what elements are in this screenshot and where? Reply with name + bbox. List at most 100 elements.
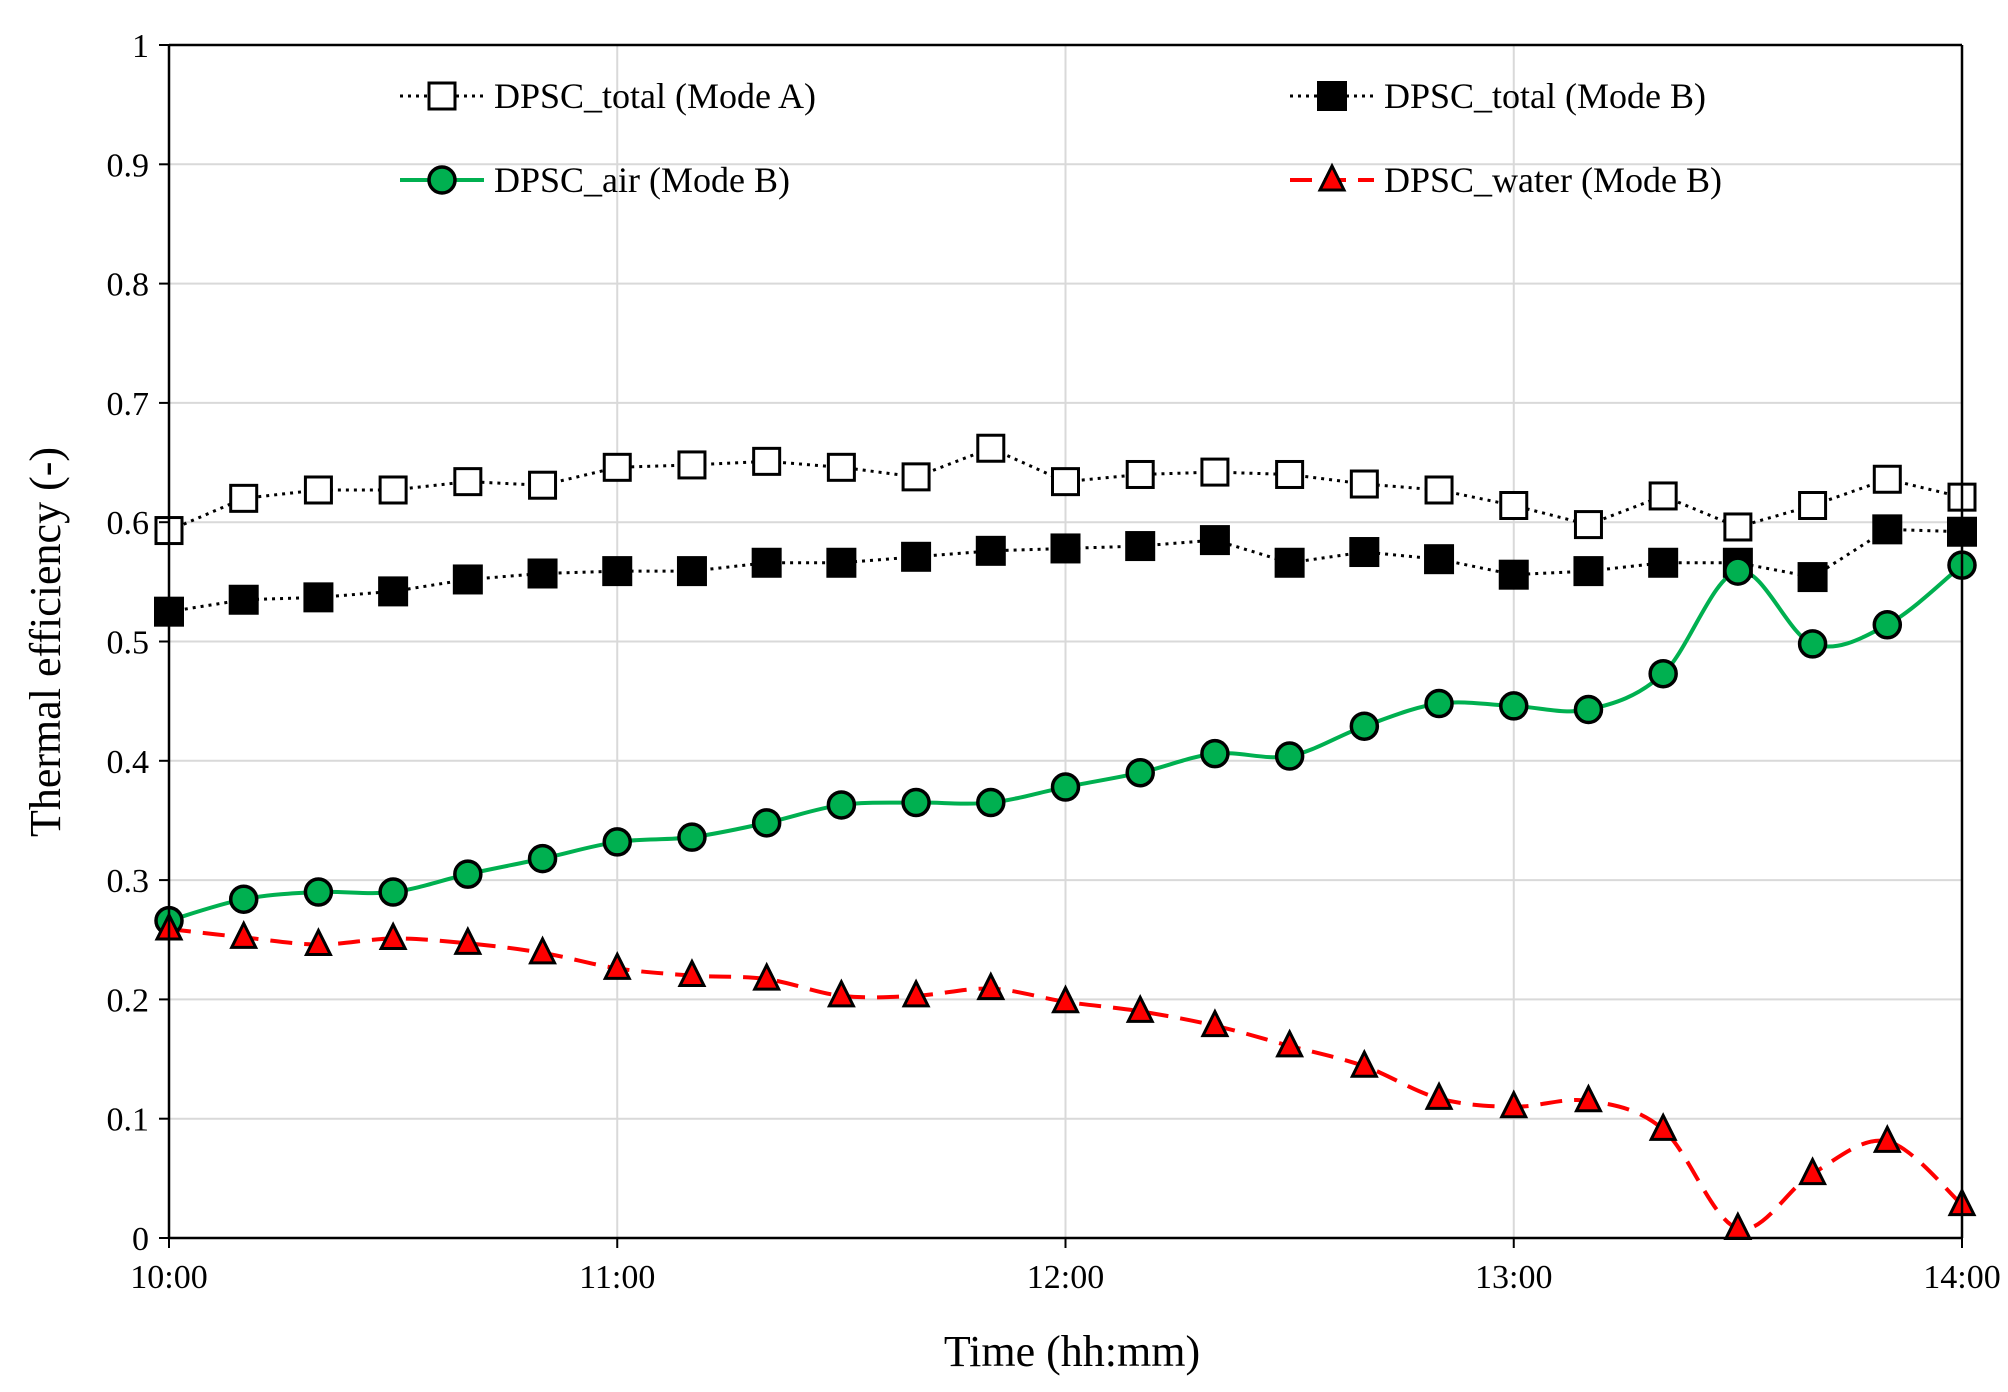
data-point-series-2: [1573, 694, 1604, 725]
y-tick-label: 1: [132, 28, 149, 65]
y-tick-label: 0.2: [107, 982, 150, 1019]
tick-labels: 0 0.1 0.2 0.3 0.4 0.5 0.6 0.7 0.8 0.9 1 10:00 11:00 1…: [107, 28, 2001, 1296]
data-point-series-1: [1050, 533, 1081, 564]
legend-label: DPSC_water (Mode B): [1384, 160, 1722, 200]
data-point-series-3: [1275, 1028, 1305, 1058]
y-tick-label: 0.4: [107, 744, 150, 781]
x-tick-label: 13:00: [1475, 1259, 1552, 1296]
data-point-series-0: [1648, 481, 1678, 511]
data-point-series-2: [1797, 629, 1828, 659]
data-point-series-2: [1274, 741, 1305, 771]
data-point-series-2: [228, 884, 259, 914]
data-point-series-2: [677, 822, 707, 852]
data-point-series-2: [1424, 688, 1454, 719]
data-point-series-1: [1125, 531, 1156, 562]
data-point-series-2: [1200, 738, 1230, 769]
data-point-series-0: [1798, 490, 1828, 520]
data-point-series-0: [1424, 475, 1454, 505]
data-point-series-0: [976, 433, 1006, 463]
data-point-series-1: [303, 582, 334, 613]
data-point-series-2: [1648, 658, 1678, 689]
legend-item-3: DPSC_water (Mode B): [1290, 160, 1722, 200]
data-point-series-3: [229, 920, 259, 949]
data-point-series-2: [1349, 711, 1380, 741]
data-point-series-3: [1200, 1008, 1230, 1038]
data-point-series-3: [1798, 1156, 1828, 1186]
data-point-series-0: [1275, 459, 1305, 489]
data-point-series-3: [1349, 1048, 1379, 1078]
data-point-series-2: [1050, 772, 1081, 802]
legend: DPSC_total (Mode A) DPSC_total (Mode B) DP…: [400, 76, 1722, 200]
data-point-series-3: [453, 925, 483, 955]
data-point-series-3: [378, 921, 408, 951]
x-tick-label: 11:00: [579, 1259, 655, 1296]
data-point-series-0: [901, 462, 931, 492]
data-point-series-0: [752, 446, 782, 476]
data-point-series-0: [1723, 512, 1753, 542]
data-point-series-1: [1424, 544, 1455, 575]
data-point-series-1: [975, 535, 1006, 566]
data-point-series-2: [901, 787, 931, 818]
data-point-series-2: [378, 877, 408, 907]
data-point-series-0: [826, 452, 856, 482]
y-axis-title: Thermal efficiency (-): [21, 447, 70, 837]
data-point-series-0: [1051, 467, 1080, 497]
data-point-series-3: [1499, 1089, 1529, 1119]
data-point-series-0: [1573, 510, 1603, 540]
data-point-series-2: [1499, 691, 1529, 721]
legend-label: DPSC_air (Mode B): [494, 160, 790, 200]
data-point-series-1: [527, 558, 558, 589]
data-point-series-2: [303, 877, 334, 907]
data-point-series-0: [528, 470, 558, 500]
data-point-series-1: [1498, 559, 1529, 590]
legend-marker: [427, 165, 457, 195]
data-point-series-1: [1797, 562, 1828, 593]
data-point-series-1: [378, 576, 409, 607]
data-point-series-1: [1274, 547, 1305, 578]
y-tick-label: 0.5: [107, 625, 150, 662]
data-point-series-2: [751, 808, 782, 838]
data-point-series-1: [751, 547, 782, 578]
data-point-series-0: [1125, 459, 1155, 489]
y-tick-label: 0.7: [107, 386, 150, 423]
data-point-series-2: [976, 787, 1006, 818]
data-point-series-3: [976, 971, 1006, 1001]
legend-label: DPSC_total (Mode A): [494, 76, 816, 116]
data-point-series-0: [1499, 490, 1529, 520]
data-point-series-0: [602, 452, 632, 482]
data-point-series-0: [1872, 464, 1902, 494]
data-point-series-3: [752, 961, 782, 991]
series-line-3: [168, 927, 1964, 1232]
y-tick-label: 0.1: [107, 1102, 150, 1139]
legend-item-2: DPSC_air (Mode B): [400, 160, 790, 200]
data-point-series-3: [303, 927, 333, 957]
x-tick-label: 14:00: [1923, 1259, 2000, 1296]
y-tick-label: 0: [132, 1221, 149, 1258]
data-point-series-0: [453, 467, 483, 497]
data-point-series-0: [229, 483, 259, 513]
data-point-series-0: [677, 450, 707, 480]
y-tick-label: 0.8: [107, 267, 150, 304]
data-point-series-3: [528, 935, 557, 965]
data-point-series-3: [677, 958, 707, 988]
data-point-series-1: [901, 541, 932, 572]
x-axis-title: Time (hh:mm): [944, 1327, 1200, 1376]
x-tick-label: 10:00: [130, 1259, 207, 1296]
data-point-series-1: [1648, 547, 1679, 578]
legend-marker: [1317, 162, 1347, 192]
data-point-series-3: [1648, 1112, 1678, 1141]
y-tick-label: 0.6: [107, 505, 150, 542]
data-point-series-3: [901, 978, 931, 1008]
data-point-series-3: [826, 978, 856, 1008]
data-point-series-0: [1349, 469, 1379, 499]
data-point-series-3: [1574, 1083, 1603, 1113]
legend-item-1: DPSC_total (Mode B): [1290, 76, 1706, 116]
data-point-series-1: [602, 556, 633, 587]
data-point-series-0: [303, 475, 333, 505]
legend-marker: [1317, 81, 1347, 111]
data-point-series-1: [1573, 556, 1604, 587]
series-markers: [154, 433, 1977, 1240]
